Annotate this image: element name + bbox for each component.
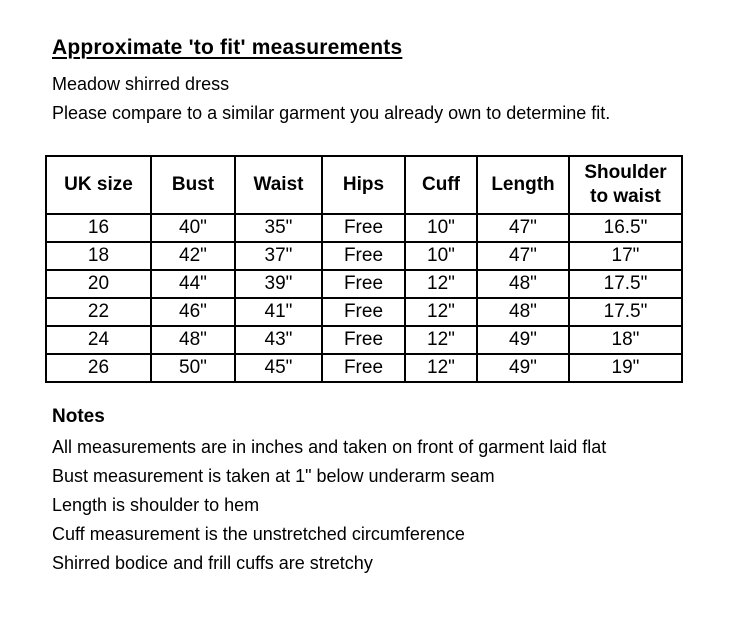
table-cell: 37" <box>234 241 323 271</box>
table-cell: Free <box>321 269 406 299</box>
note-line: Bust measurement is taken at 1" below un… <box>52 466 495 486</box>
table-cell: 48" <box>476 297 570 327</box>
table-cell: 26 <box>45 353 152 383</box>
notes-title: Notes <box>52 406 105 427</box>
page-title: Approximate 'to fit' measurements <box>52 36 403 59</box>
table-cell: 43" <box>234 325 323 355</box>
table-cell: 12" <box>404 353 478 383</box>
table-cell: 39" <box>234 269 323 299</box>
note-line: Length is shoulder to hem <box>52 495 260 515</box>
table-cell: 10" <box>404 241 478 271</box>
note-line: All measurements are in inches and taken… <box>52 437 607 457</box>
table-cell: 47" <box>476 241 570 271</box>
column-header-hips: Hips <box>321 155 406 215</box>
table-cell: 46" <box>150 297 236 327</box>
table-row: 18 42" 37" Free 10" 47" 17" <box>45 241 683 271</box>
table-cell: 40" <box>150 213 236 243</box>
table-cell: 16 <box>45 213 152 243</box>
table-cell: 19" <box>568 353 683 383</box>
table-cell: 17.5" <box>568 297 683 327</box>
column-header-bust: Bust <box>150 155 236 215</box>
table-cell: 42" <box>150 241 236 271</box>
table-cell: 45" <box>234 353 323 383</box>
table-cell: 48" <box>150 325 236 355</box>
table-cell: Free <box>321 297 406 327</box>
note-line: Cuff measurement is the unstretched circ… <box>52 524 465 544</box>
table-cell: 48" <box>476 269 570 299</box>
table-cell: 22 <box>45 297 152 327</box>
size-measurements-table: UK size Bust Waist Hips Cuff Length Shoulder t… <box>45 155 683 383</box>
table-cell: 12" <box>404 297 478 327</box>
table-cell: 20 <box>45 269 152 299</box>
table-cell: 49" <box>476 353 570 383</box>
table-row: 22 46" 41" Free 12" 48" 17.5" <box>45 297 683 327</box>
table-cell: 41" <box>234 297 323 327</box>
note-line: Shirred bodice and frill cuffs are stret… <box>52 553 373 573</box>
table-cell: 10" <box>404 213 478 243</box>
table-cell: 24 <box>45 325 152 355</box>
column-header-shoulder-to-waist: Shoulder to waist <box>568 155 683 215</box>
column-header-length: Length <box>476 155 570 215</box>
table-cell: 49" <box>476 325 570 355</box>
table-header-row: UK size Bust Waist Hips Cuff Length Shoulder t… <box>45 155 683 215</box>
table-cell: Free <box>321 353 406 383</box>
table-row: 24 48" 43" Free 12" 49" 18" <box>45 325 683 355</box>
table-cell: 47" <box>476 213 570 243</box>
table-cell: Free <box>321 241 406 271</box>
product-name: Meadow shirred dress <box>52 74 230 94</box>
table-cell: Free <box>321 325 406 355</box>
table-cell: 17" <box>568 241 683 271</box>
notes-list: All measurements are in inches and taken… <box>52 433 711 578</box>
table-cell: 12" <box>404 325 478 355</box>
table-cell: 35" <box>234 213 323 243</box>
table-cell: 18 <box>45 241 152 271</box>
column-header-waist: Waist <box>234 155 323 215</box>
table-cell: 44" <box>150 269 236 299</box>
fit-advice-text: Please compare to a similar garment you … <box>52 103 611 123</box>
table-cell: 50" <box>150 353 236 383</box>
table-cell: 16.5" <box>568 213 683 243</box>
column-header-cuff: Cuff <box>404 155 478 215</box>
table-cell: 12" <box>404 269 478 299</box>
table-row: 16 40" 35" Free 10" 47" 16.5" <box>45 213 683 243</box>
table-cell: 18" <box>568 325 683 355</box>
table-row: 20 44" 39" Free 12" 48" 17.5" <box>45 269 683 299</box>
column-header-uk-size: UK size <box>45 155 152 215</box>
table-row: 26 50" 45" Free 12" 49" 19" <box>45 353 683 383</box>
table-cell: 17.5" <box>568 269 683 299</box>
table-cell: Free <box>321 213 406 243</box>
